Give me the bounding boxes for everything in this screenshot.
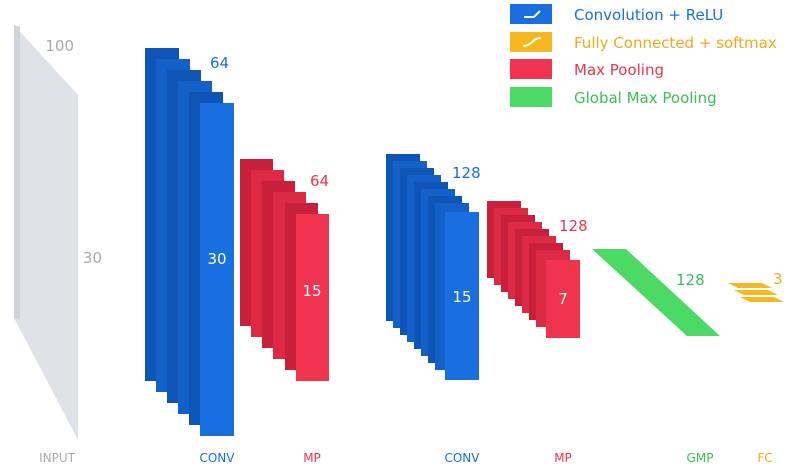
fc-caption: FC <box>757 451 772 465</box>
input-caption: INPUT <box>39 451 76 465</box>
conv2-filter-front <box>445 212 479 380</box>
input-width-label: 100 <box>45 37 74 55</box>
conv1-filter-front <box>200 103 234 436</box>
legend-item-conv: Convolution + ReLU <box>510 4 723 24</box>
conv2-filters-label: 128 <box>452 164 481 182</box>
conv2-layer: 128 15 CONV <box>386 154 481 465</box>
conv1-layer: 64 30 CONV <box>145 48 235 465</box>
legend-label-mp: Max Pooling <box>574 61 664 79</box>
mp2-caption: MP <box>554 451 572 465</box>
legend-label-fc: Fully Connected + softmax <box>574 34 777 52</box>
legend-item-fc: Fully Connected + softmax <box>510 32 777 52</box>
relu-curve-icon <box>524 10 541 18</box>
legend-item-gmp: Global Max Pooling <box>510 87 717 107</box>
mp1-filters-label: 64 <box>310 172 329 190</box>
gmp-units-label: 128 <box>676 271 705 289</box>
mp1-layer: 64 15 MP <box>240 159 329 465</box>
conv1-filters-label: 64 <box>210 54 229 72</box>
conv2-caption: CONV <box>444 451 480 465</box>
conv1-caption: CONV <box>199 451 235 465</box>
gmp-caption: GMP <box>687 451 714 465</box>
legend-item-mp: Max Pooling <box>510 59 664 79</box>
conv1-size-label: 30 <box>207 250 226 268</box>
legend-swatch-conv <box>510 4 552 24</box>
mp2-filter-front <box>546 260 580 338</box>
gmp-slab <box>592 249 720 336</box>
legend-label-gmp: Global Max Pooling <box>574 89 717 107</box>
input-height-label: 30 <box>83 249 102 267</box>
fc-layer: 3 FC <box>728 270 784 465</box>
legend-swatch-gmp <box>510 87 552 107</box>
mp2-layer: 128 7 MP <box>487 201 588 465</box>
softmax-curve-icon <box>522 37 542 47</box>
mp1-size-label: 15 <box>302 282 321 300</box>
fc-unit-3 <box>740 297 784 302</box>
input-slab <box>14 25 78 440</box>
mp1-filter-front <box>296 214 329 381</box>
fc-unit-1 <box>728 283 772 288</box>
legend-swatch-mp <box>510 59 552 79</box>
input-layer: 100 30 INPUT <box>14 25 102 465</box>
fc-units-label: 3 <box>773 270 783 288</box>
legend: Convolution + ReLU Fully Connected + sof… <box>510 4 777 107</box>
fc-unit-2 <box>734 290 778 295</box>
legend-label-conv: Convolution + ReLU <box>574 6 723 24</box>
gmp-layer: 128 GMP <box>592 249 720 465</box>
mp2-size-label: 7 <box>558 290 568 308</box>
input-slab-edge <box>14 25 20 320</box>
conv2-size-label: 15 <box>452 288 471 306</box>
mp2-filters-label: 128 <box>559 217 588 235</box>
mp1-caption: MP <box>303 451 321 465</box>
